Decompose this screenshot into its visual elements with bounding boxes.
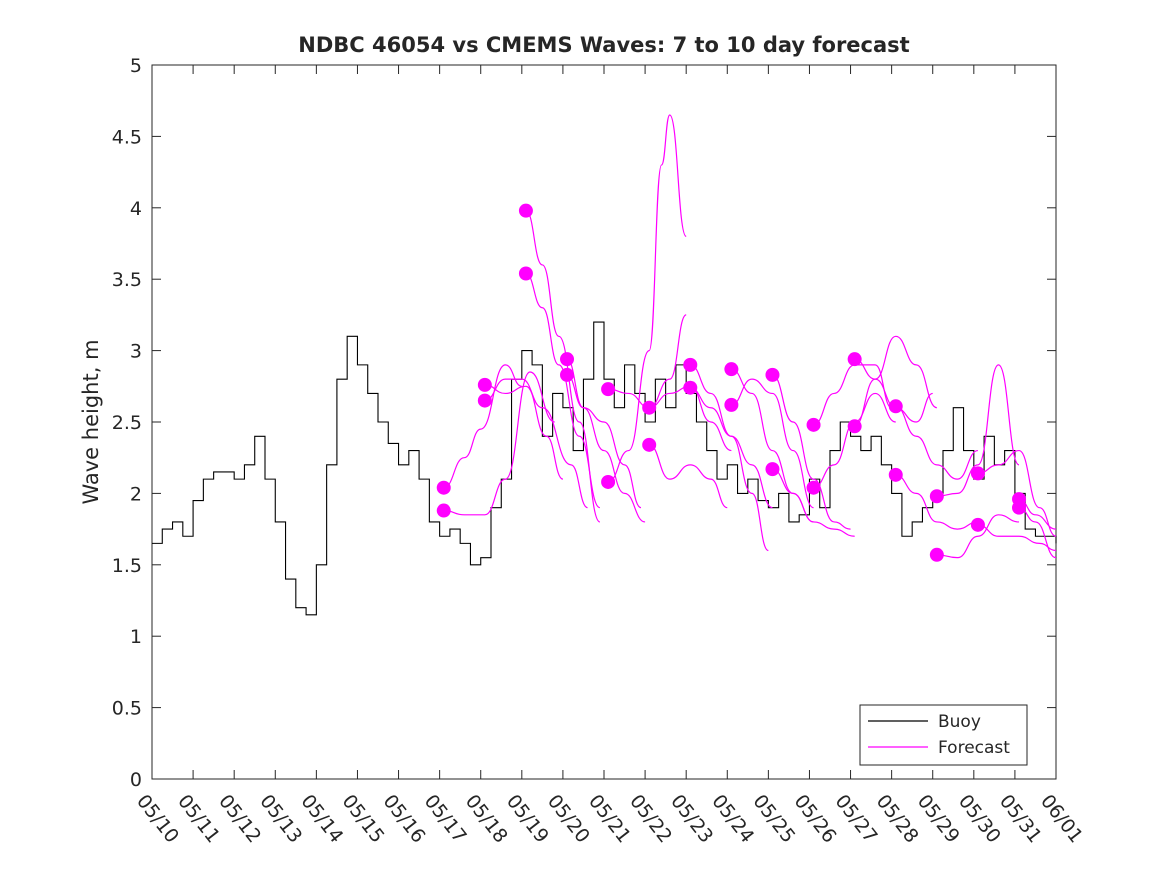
forecast-start-marker xyxy=(477,393,492,408)
forecast-line xyxy=(731,378,814,509)
forecast-start-marker xyxy=(518,203,533,218)
forecast-line xyxy=(854,335,938,427)
x-tick-label: 05/12 xyxy=(214,791,265,848)
x-tick-label: 05/17 xyxy=(420,791,471,848)
forecast-line xyxy=(977,449,1057,537)
x-tick-label: 05/20 xyxy=(543,791,594,848)
forecast-start-marker xyxy=(806,417,821,432)
x-tick-label: 05/28 xyxy=(872,791,923,848)
x-tick-label: 06/01 xyxy=(1036,791,1087,848)
buoy-series xyxy=(152,321,1057,616)
forecast-start-marker xyxy=(806,480,821,495)
forecast-line xyxy=(484,384,564,480)
forecast-start-marker xyxy=(970,466,985,481)
x-tick-label: 05/25 xyxy=(748,791,799,848)
y-tick-label: 0.5 xyxy=(112,698,142,720)
x-tick-label: 05/29 xyxy=(913,791,964,848)
x-tick-label: 05/13 xyxy=(255,791,306,848)
forecast-start-marker xyxy=(601,474,616,489)
y-axis-ticks: 0 0.5 1 1.5 2 2.5 3 3.5 4 4.5 5 xyxy=(112,55,1056,791)
x-tick-label: 05/14 xyxy=(296,791,347,848)
y-tick-label: 2 xyxy=(130,483,142,505)
forecast-start-marker xyxy=(847,419,862,434)
forecast-start-marker xyxy=(888,399,903,414)
x-tick-label: 05/26 xyxy=(790,791,841,848)
forecast-line xyxy=(443,371,555,516)
forecast-line xyxy=(690,387,773,509)
forecast-start-marker xyxy=(970,517,985,532)
x-tick-label: 05/19 xyxy=(502,791,553,848)
forecast-start-marker xyxy=(518,266,533,281)
x-tick-label: 05/21 xyxy=(584,791,635,848)
x-tick-label: 05/11 xyxy=(173,791,224,848)
chart-title: NDBC 46054 vs CMEMS Waves: 7 to 10 day f… xyxy=(298,33,909,57)
forecast-start-marker xyxy=(724,397,739,412)
forecast-line xyxy=(936,364,1020,497)
forecast-start-marker xyxy=(765,462,780,477)
forecast-line xyxy=(525,210,601,523)
forecast-start-marker xyxy=(642,437,657,452)
y-tick-label: 2.5 xyxy=(112,412,142,434)
forecast-start-marker xyxy=(724,362,739,377)
forecast-start-marker xyxy=(436,503,451,518)
forecast-start-marker xyxy=(560,367,575,382)
y-tick-label: 4.5 xyxy=(112,126,142,148)
y-tick-label: 1.5 xyxy=(112,555,142,577)
legend-forecast-label: Forecast xyxy=(938,738,1010,758)
forecast-line xyxy=(566,358,646,523)
forecast-line xyxy=(566,374,642,509)
forecast-start-marker xyxy=(765,367,780,382)
forecast-start-marker xyxy=(929,547,944,562)
forecast-start-marker xyxy=(888,467,903,482)
forecast-start-marker xyxy=(1012,500,1027,515)
y-tick-label: 0 xyxy=(130,769,142,791)
x-tick-label: 05/27 xyxy=(831,791,882,848)
x-tick-label: 05/15 xyxy=(338,791,389,848)
forecast-line xyxy=(525,272,601,509)
forecast-line xyxy=(895,474,978,530)
forecast-line xyxy=(977,524,1057,552)
forecast-start-marker xyxy=(601,382,616,397)
forecast-line xyxy=(648,444,728,509)
y-tick-label: 4 xyxy=(130,198,142,220)
legend-box xyxy=(859,704,1028,766)
forecast-line xyxy=(607,114,687,483)
x-tick-label: 05/16 xyxy=(379,791,430,848)
x-tick-label: 05/22 xyxy=(625,791,676,848)
legend-buoy-label: Buoy xyxy=(938,712,981,732)
y-axis-label: Wave height, m xyxy=(79,339,103,504)
forecast-start-marker xyxy=(436,480,451,495)
y-tick-label: 3 xyxy=(130,341,142,363)
forecast-start-marker xyxy=(642,400,657,415)
forecast-start-marker xyxy=(560,352,575,367)
x-tick-label: 05/24 xyxy=(707,791,758,848)
x-tick-label: 05/31 xyxy=(995,791,1046,848)
forecast-start-marker xyxy=(683,357,698,372)
forecast-series xyxy=(436,114,1057,562)
forecast-start-marker xyxy=(847,352,862,367)
x-tick-label: 05/23 xyxy=(666,791,717,848)
forecast-line xyxy=(895,405,979,480)
y-tick-label: 1 xyxy=(130,626,142,648)
y-tick-label: 3.5 xyxy=(112,269,142,291)
x-tick-label: 05/30 xyxy=(954,791,1005,848)
forecast-line xyxy=(772,374,851,530)
forecast-line xyxy=(484,378,588,509)
forecast-start-marker xyxy=(683,380,698,395)
forecast-start-marker xyxy=(929,489,944,504)
plot-area: 05/1005/1105/1205/1305/1405/1505/1605/17… xyxy=(112,55,1087,847)
forecast-line xyxy=(443,364,522,489)
forecast-line xyxy=(772,468,855,537)
forecast-line xyxy=(936,514,1020,559)
x-tick-label: 05/10 xyxy=(132,791,183,848)
buoy-line xyxy=(152,321,1057,616)
forecast-start-marker xyxy=(477,377,492,392)
y-tick-label: 5 xyxy=(130,55,142,77)
x-tick-label: 05/18 xyxy=(461,791,512,848)
legend: Buoy Forecast xyxy=(859,704,1028,766)
